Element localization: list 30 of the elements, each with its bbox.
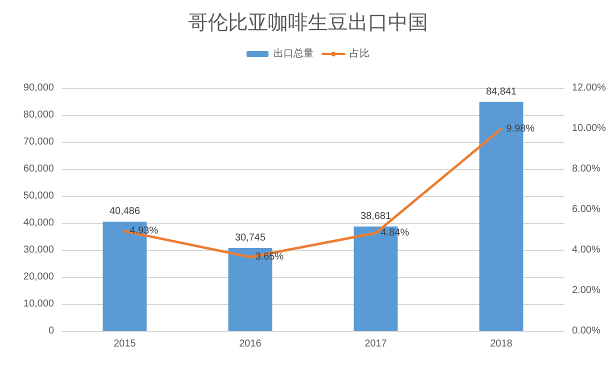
y-tick-label: 40,000: [23, 218, 54, 228]
y2-tick-label: 10.00%: [572, 123, 606, 134]
x-tick-label: 2016: [239, 338, 262, 350]
y-tick-label: 90,000: [23, 82, 54, 94]
y-tick-label: 60,000: [23, 164, 54, 174]
x-tick-label: 2015: [114, 338, 136, 350]
y2-tick-label: 2.00%: [572, 285, 600, 296]
y-tick-label: 10,000: [23, 298, 54, 310]
y2-tick-label: 8.00%: [572, 164, 600, 174]
x-tick-label: 2017: [364, 338, 388, 350]
data-label: 4.93%: [130, 226, 158, 237]
data-label: 84,841: [486, 86, 517, 98]
y-tick-label: 0: [48, 326, 54, 336]
y2-tick-label: 4.00%: [572, 244, 600, 256]
y-tick-label: 70,000: [23, 136, 54, 148]
y-tick-label: 20,000: [23, 272, 54, 282]
legend-label: 出口总量: [274, 48, 314, 60]
y2-tick-label: 0.00%: [572, 326, 600, 336]
x-tick-label: 2018: [490, 338, 513, 350]
data-label: 3.65%: [255, 252, 284, 263]
data-label: 30,745: [234, 232, 266, 244]
data-label: 38,681: [360, 211, 392, 222]
y2-tick-label: 6.00%: [572, 204, 600, 215]
data-label: 40,486: [109, 206, 140, 218]
y-tick-label: 50,000: [23, 190, 54, 202]
y2-tick-label: 12.00%: [572, 82, 606, 94]
chart-title: 哥伦比亚咖啡生豆出口中国: [188, 12, 428, 34]
legend-label: 占比: [350, 48, 370, 60]
y-tick-label: 30,000: [23, 244, 54, 256]
y-tick-label: 80,000: [23, 110, 54, 120]
